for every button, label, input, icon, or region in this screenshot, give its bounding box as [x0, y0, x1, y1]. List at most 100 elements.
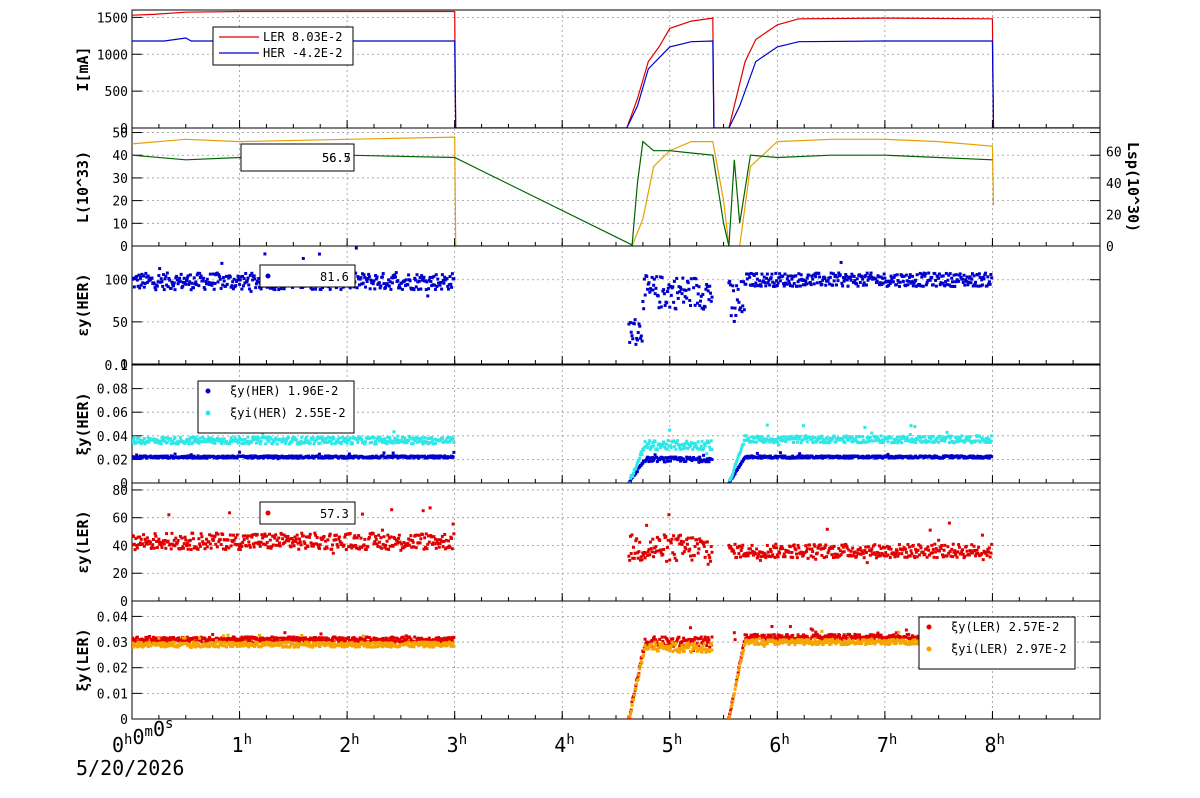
data-point	[733, 306, 737, 310]
data-point	[651, 456, 655, 460]
data-point	[771, 441, 775, 445]
data-point	[802, 278, 806, 282]
data-point	[738, 306, 742, 310]
data-point	[674, 537, 678, 541]
data-point	[229, 436, 233, 440]
data-point	[207, 540, 211, 544]
data-point	[788, 545, 792, 549]
data-point	[425, 440, 429, 444]
data-point	[980, 533, 984, 537]
data-point	[205, 277, 209, 281]
data-point	[238, 545, 242, 549]
data-point	[325, 546, 329, 550]
data-point	[246, 635, 250, 639]
data-point	[136, 284, 140, 288]
data-point	[225, 282, 229, 286]
data-point	[763, 281, 767, 285]
data-point	[163, 277, 167, 281]
data-point	[342, 436, 346, 440]
data-point	[840, 543, 844, 547]
data-point	[291, 541, 295, 545]
data-point	[873, 543, 877, 547]
data-point	[958, 437, 962, 441]
data-point	[331, 437, 335, 441]
data-point	[162, 542, 166, 546]
data-point	[924, 547, 928, 551]
data-point	[385, 282, 389, 286]
data-point	[628, 481, 632, 483]
data-point	[318, 441, 322, 445]
data-point	[304, 435, 308, 439]
data-point	[898, 440, 902, 444]
data-point	[678, 644, 682, 648]
data-point	[334, 538, 338, 542]
data-point	[355, 286, 359, 290]
data-point	[173, 288, 177, 292]
data-point	[635, 336, 639, 340]
data-point	[733, 638, 737, 642]
data-point	[202, 643, 206, 647]
data-point	[420, 274, 424, 278]
data-point	[300, 531, 304, 535]
data-point	[643, 637, 647, 641]
data-point	[841, 439, 845, 443]
data-point	[924, 283, 928, 287]
data-point	[132, 438, 136, 442]
data-point	[134, 639, 138, 643]
data-point	[963, 440, 967, 444]
data-point	[949, 554, 953, 558]
data-point	[382, 282, 386, 286]
data-point	[635, 470, 639, 474]
data-point	[277, 536, 281, 540]
data-point	[447, 287, 451, 291]
data-point	[142, 533, 146, 537]
data-point	[451, 522, 455, 526]
data-point	[875, 279, 879, 283]
data-point	[985, 553, 989, 557]
data-point	[166, 539, 170, 543]
data-point	[695, 542, 699, 546]
data-point	[668, 305, 672, 309]
data-point	[391, 274, 395, 278]
data-point	[221, 547, 225, 551]
data-point	[902, 274, 906, 278]
data-point	[659, 305, 663, 309]
data-point	[915, 555, 919, 559]
data-point	[832, 637, 836, 641]
data-point	[830, 553, 834, 557]
data-point	[155, 539, 159, 543]
data-point	[155, 639, 159, 643]
data-point	[838, 273, 842, 277]
data-point	[860, 440, 864, 444]
data-point	[884, 551, 888, 555]
data-point	[844, 273, 848, 277]
data-point	[264, 543, 268, 547]
data-point	[189, 548, 193, 552]
data-point	[939, 546, 943, 550]
data-point	[833, 633, 837, 637]
data-point	[209, 436, 213, 440]
data-point	[801, 438, 805, 442]
data-point	[817, 271, 821, 275]
data-point	[273, 639, 277, 643]
data-point	[274, 533, 278, 537]
data-point	[874, 635, 878, 639]
data-point	[897, 438, 901, 442]
data-point	[414, 546, 418, 550]
data-point	[820, 454, 824, 458]
data-point	[317, 452, 321, 456]
data-point	[333, 533, 337, 537]
y-tick-label: 0.04	[97, 430, 128, 445]
data-point	[135, 643, 139, 647]
data-point	[813, 436, 817, 440]
data-point	[224, 284, 228, 288]
data-point	[874, 556, 878, 560]
data-point	[869, 633, 873, 637]
data-point	[769, 633, 773, 637]
data-point	[857, 552, 861, 556]
data-point	[761, 551, 765, 555]
data-point	[425, 547, 429, 551]
data-point	[748, 275, 752, 279]
data-point	[923, 274, 927, 278]
data-point	[958, 272, 962, 276]
